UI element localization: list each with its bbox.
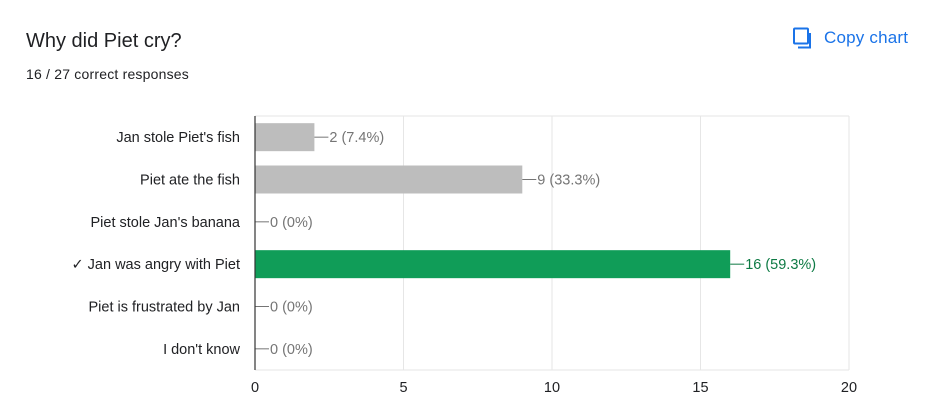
category-label: ✓ Jan was angry with Piet: [72, 257, 241, 273]
copy-chart-label: Copy chart: [824, 28, 909, 47]
copy-icon: [790, 26, 814, 50]
category-label: Piet is frustrated by Jan: [88, 300, 240, 316]
correct-bar: [255, 250, 731, 279]
value-label: 0 (0%): [270, 215, 313, 231]
value-label: 0 (0%): [270, 300, 313, 316]
x-tick-label: 10: [544, 380, 560, 396]
value-label: 16 (59.3%): [745, 257, 816, 273]
value-label: 9 (33.3%): [537, 173, 600, 189]
category-label: Piet stole Jan's banana: [91, 215, 241, 231]
value-label: 2 (7.4%): [329, 130, 384, 146]
bar: [255, 123, 315, 152]
x-tick-label: 0: [251, 380, 259, 396]
copy-chart-button[interactable]: Copy chart: [784, 20, 916, 56]
category-label: Jan stole Piet's fish: [116, 130, 240, 146]
x-tick-label: 15: [692, 380, 708, 396]
category-label: Piet ate the fish: [140, 173, 240, 189]
value-label: 0 (0%): [270, 342, 313, 358]
question-title: Why did Piet cry?: [26, 30, 182, 52]
x-tick-label: 5: [399, 380, 407, 396]
bar: [255, 165, 523, 194]
category-label: I don't know: [163, 342, 240, 358]
responses-summary: 16 / 27 correct responses: [26, 66, 189, 82]
x-tick-label: 20: [841, 380, 857, 396]
